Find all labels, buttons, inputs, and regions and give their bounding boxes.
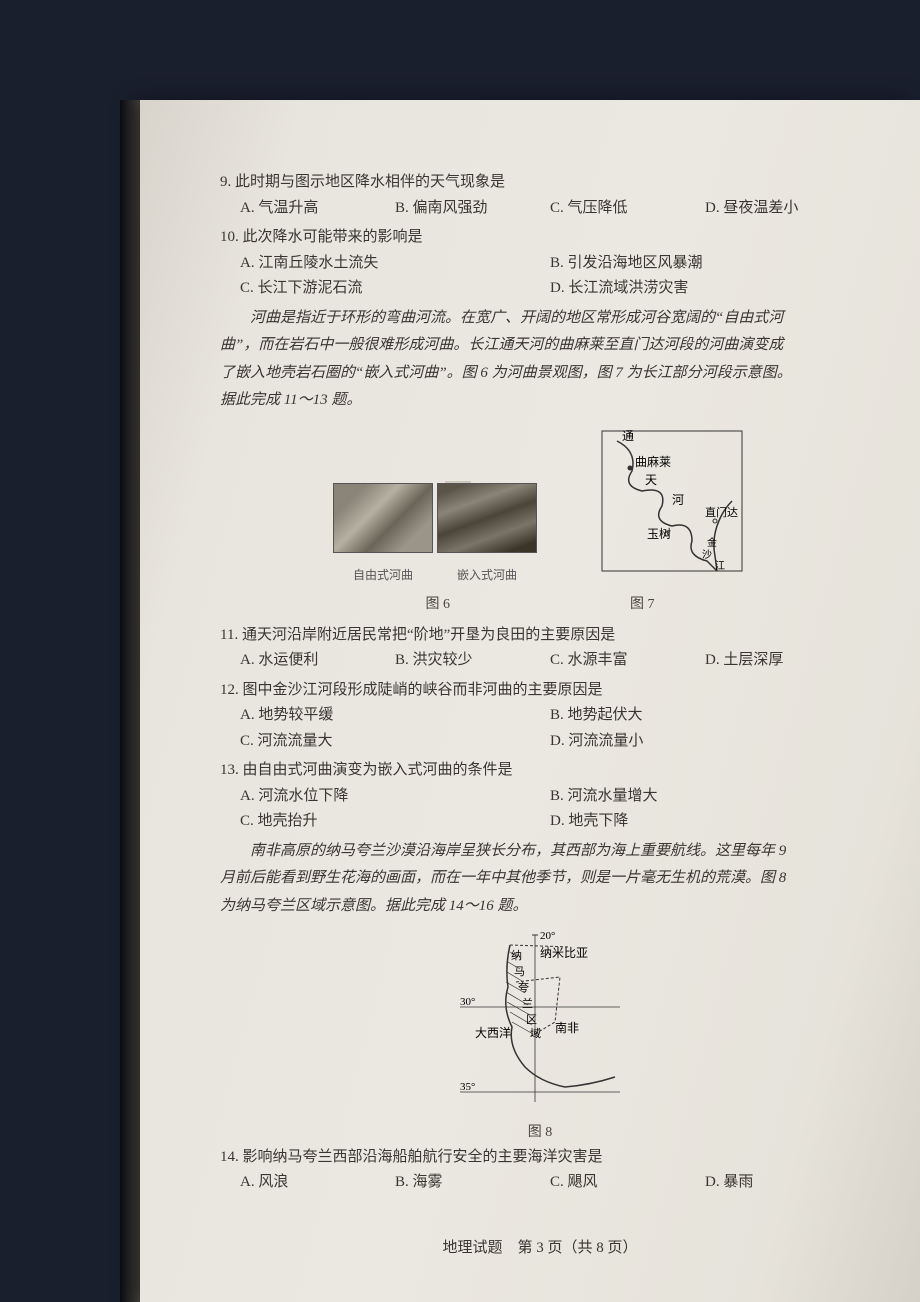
passage1-l1: 河曲是指近于环形的弯曲河流。在宽广、开阔的地区常形成河谷宽阔的“自由式河 [220,306,860,332]
q10-opt-a: A. 江南丘陵水土流失 [240,251,550,277]
question-11: 11. 通天河沿岸附近居民常把“阶地”开垦为良田的主要原因是 A. 水运便利 B… [220,623,860,674]
passage1-l3: 了嵌入地壳岩石圈的“嵌入式河曲”。图 6 为河曲景观图，图 7 为长江部分河段示… [220,361,860,387]
question-13: 13. 由自由式河曲演变为嵌入式河曲的条件是 A. 河流水位下降 B. 河流水量… [220,758,860,835]
q10-opt-d: D. 长江流域洪涝灾害 [550,276,860,302]
q9-opt-a: A. 气温升高 [240,196,395,222]
fig8-kua: 夸 [518,980,529,994]
page-footer: 地理试题 第 3 页（共 8 页） [220,1236,860,1262]
q10-stem: 10. 此次降水可能带来的影响是 [220,225,860,251]
exam-page: 9. 此时期与图示地区降水相伴的天气现象是 A. 气温升高 B. 偏南风强劲 C… [140,100,920,1302]
q12-stem: 12. 图中金沙江河段形成陡峭的峡谷而非河曲的主要原因是 [220,678,860,704]
figure-6: 自由式河曲 阶地 嵌入式河曲 [333,483,537,585]
q11-stem: 11. 通天河沿岸附近居民常把“阶地”开垦为良田的主要原因是 [220,623,860,649]
q13-opt-a: A. 河流水位下降 [240,784,550,810]
passage-2: 南非高原的纳马夸兰沙漠沿海岸呈狭长分布，其西部为海上重要航线。这里每年 9 月前… [220,839,860,920]
q12-opt-d: D. 河流流量小 [550,729,860,755]
passage1-l2: 曲”，而在岩石中一般很难形成河曲。长江通天河的曲麻莱至直门达河段的河曲演变成 [220,333,860,359]
fig8-namibia: 纳米比亚 [540,946,588,960]
fig8-lat30: 30° [460,996,475,1008]
fig8-atlantic: 大西洋 [475,1025,511,1040]
q14-opt-d: D. 暴雨 [705,1170,860,1196]
fig6-caption: 图 6 [426,593,451,617]
fig7-caption: 图 7 [630,593,655,617]
q10-opt-c: C. 长江下游泥石流 [240,276,550,302]
passage2-l1: 南非高原的纳马夸兰沙漠沿海岸呈狭长分布，其西部为海上重要航线。这里每年 9 [220,839,860,865]
q14-opt-c: C. 飓风 [550,1170,705,1196]
fig8-lan: 兰 [522,997,533,1010]
fig8-na: 纳 [511,949,522,962]
q10-opt-b: B. 引发沿海地区风暴潮 [550,251,860,277]
fig7-tong: 通 [622,429,634,443]
passage2-l3: 为纳马夸兰区域示意图。据此完成 14～16 题。 [220,894,860,920]
passage2-l2: 月前后能看到野生花海的画面，而在一年中其他季节，则是一片毫无生机的荒漠。图 8 [220,866,860,892]
passage1-l4: 据此完成 11～13 题。 [220,388,860,414]
fig8-yu: 域 [530,1027,541,1040]
fig8-lon20: 20° [540,930,555,942]
q13-opt-d: D. 地壳下降 [550,809,860,835]
fig8-qu: 区 [526,1014,537,1026]
q13-opt-b: B. 河流水量增大 [550,784,860,810]
question-12: 12. 图中金沙江河段形成陡峭的峡谷而非河曲的主要原因是 A. 地势较平缓 B.… [220,678,860,755]
fig8-caption: 图 8 [220,1121,860,1145]
figure-row-6-7: 自由式河曲 阶地 嵌入式河曲 通 曲麻莱 天 河 [220,426,860,586]
fig7-qu: 曲麻莱 [635,454,671,469]
fig8-ma: 马 [514,965,525,978]
fig6-sub1: 自由式河曲 [333,565,433,585]
q13-opt-c: C. 地壳抬升 [240,809,550,835]
fig7-map: 通 曲麻莱 天 河 直门达 玉树 金 沙 江 [597,426,747,576]
q12-opt-b: B. 地势起伏大 [550,703,860,729]
q9-opt-b: B. 偏南风强劲 [395,196,550,222]
figure-8: 20° 30° 35° 纳米比亚 纳 马 夸 兰 区 域 大西洋 [220,927,860,1117]
q14-opt-b: B. 海雾 [395,1170,550,1196]
fig8-lat35: 35° [460,1081,475,1093]
q13-stem: 13. 由自由式河曲演变为嵌入式河曲的条件是 [220,758,860,784]
fig7-tian: 天 [645,473,657,487]
q11-opt-d: D. 土层深厚 [705,648,860,674]
fig6-photo-free [333,483,433,553]
fig7-he: 河 [672,493,684,507]
q12-opt-c: C. 河流流量大 [240,729,550,755]
fig7-yushu: 玉树 [647,526,671,541]
fig6-photo-incised [437,483,537,553]
fig7-j1: 金 [707,536,717,549]
q11-opt-a: A. 水运便利 [240,648,395,674]
q9-stem: 9. 此时期与图示地区降水相伴的天气现象是 [220,170,860,196]
fig8-sa: 南非 [555,1020,579,1035]
question-10: 10. 此次降水可能带来的影响是 A. 江南丘陵水土流失 B. 引发沿海地区风暴… [220,225,860,302]
q14-opt-a: A. 风浪 [240,1170,395,1196]
q9-opt-d: D. 昼夜温差小 [705,196,860,222]
passage-1: 河曲是指近于环形的弯曲河流。在宽广、开阔的地区常形成河谷宽阔的“自由式河 曲”，… [220,306,860,414]
fig6-sub2: 嵌入式河曲 [437,565,537,585]
question-14: 14. 影响纳马夸兰西部沿海船舶航行安全的主要海洋灾害是 A. 风浪 B. 海雾… [220,1145,860,1196]
q11-opt-b: B. 洪灾较少 [395,648,550,674]
fig7-zhimen: 直门达 [705,505,738,519]
q11-opt-c: C. 水源丰富 [550,648,705,674]
fig7-j3: 江 [715,560,725,572]
figure-7: 通 曲麻莱 天 河 直门达 玉树 金 沙 江 [597,426,747,586]
fig7-j2: 沙 [702,549,712,561]
question-9: 9. 此时期与图示地区降水相伴的天气现象是 A. 气温升高 B. 偏南风强劲 C… [220,170,860,221]
q14-stem: 14. 影响纳马夸兰西部沿海船舶航行安全的主要海洋灾害是 [220,1145,860,1171]
q12-opt-a: A. 地势较平缓 [240,703,550,729]
fig8-map: 20° 30° 35° 纳米比亚 纳 马 夸 兰 区 域 大西洋 [440,927,640,1107]
q9-opt-c: C. 气压降低 [550,196,705,222]
